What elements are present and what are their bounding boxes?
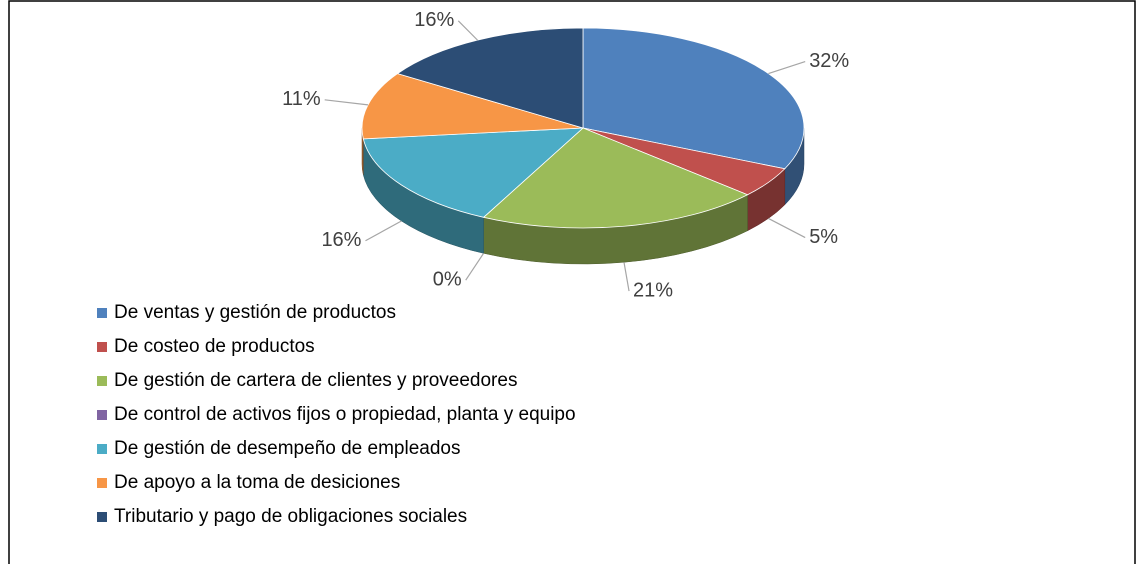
legend-label: De ventas y gestión de productos <box>114 302 396 323</box>
data-label: 32% <box>809 50 849 72</box>
legend-swatch <box>97 376 107 386</box>
legend-swatch <box>97 478 107 488</box>
data-label: 11% <box>282 88 321 110</box>
slice <box>361 73 584 140</box>
data-label: 16% <box>414 9 454 31</box>
leader-line <box>465 252 485 281</box>
leader-line <box>365 220 402 242</box>
legend-label: De control de activos fijos o propiedad,… <box>114 404 576 425</box>
slice <box>582 27 805 170</box>
legend-swatch <box>97 342 107 352</box>
leader-line <box>324 99 369 106</box>
legend-swatch <box>97 410 107 420</box>
leader-line <box>623 262 630 292</box>
data-label: 16% <box>321 229 361 251</box>
slice <box>362 127 585 218</box>
data-label: 5% <box>809 226 838 248</box>
leader-line <box>768 217 806 239</box>
leader-line <box>768 61 806 75</box>
legend-label: De gestión de desempeño de empleados <box>114 438 460 459</box>
slice <box>482 127 749 229</box>
legend-swatch <box>97 512 107 522</box>
legend-label: Tributario y pago de obligaciones social… <box>114 506 467 527</box>
legend-label: De costeo de productos <box>114 336 315 357</box>
data-label: 21% <box>633 279 673 301</box>
data-label: 0% <box>433 268 462 290</box>
legend-label: De gestión de cartera de clientes y prov… <box>114 370 517 391</box>
legend-swatch <box>97 444 107 454</box>
legend-label: De apoyo a la toma de desiciones <box>114 472 400 493</box>
leader-line <box>457 20 478 41</box>
legend-swatch <box>97 308 107 318</box>
frame <box>8 0 1136 564</box>
